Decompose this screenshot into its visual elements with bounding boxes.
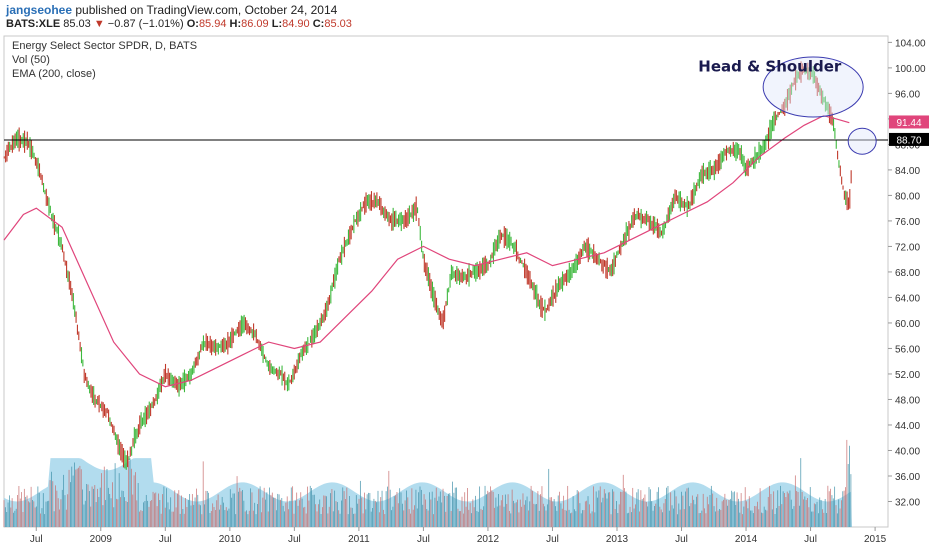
y-tick-label: 36.00 [895, 472, 920, 483]
x-tick-label: 2009 [90, 534, 113, 545]
legend-ema: EMA (200, close) [12, 68, 96, 80]
x-tick-label: 2011 [348, 534, 370, 545]
author-link[interactable]: jangseohee [6, 3, 73, 17]
price-label-box [889, 132, 929, 146]
legend-volume: Vol (50) [12, 54, 50, 66]
header-line-1: jangseohee published on TradingView.com,… [6, 3, 337, 17]
close-value: 85.03 [324, 18, 352, 30]
x-tick-label: 2012 [477, 534, 500, 545]
plot-frame [3, 35, 889, 528]
x-tick-label: Jul [288, 534, 301, 545]
high-value: 86.09 [241, 18, 269, 30]
price-label: 88.70 [896, 135, 921, 146]
x-tick-label: 2010 [219, 534, 242, 545]
last-price: 85.03 [63, 18, 91, 30]
published-text: published on TradingView.com, October 24… [75, 3, 338, 17]
x-tick-label: Jul [30, 534, 43, 545]
high-label: H: [229, 18, 242, 30]
y-tick-label: 76.00 [895, 217, 920, 228]
y-tick-label: 80.00 [895, 191, 920, 202]
y-tick-label: 72.00 [895, 242, 920, 253]
y-tick-label: 60.00 [895, 319, 920, 330]
price-label: 91.44 [896, 118, 921, 129]
legend-title: Energy Select Sector SPDR, D, BATS [12, 40, 198, 52]
price-label-box [889, 115, 929, 129]
change-arrow-icon: ▼ [93, 18, 105, 30]
y-tick-label: 64.00 [895, 293, 920, 304]
x-tick-label: Jul [159, 534, 172, 545]
low-label: L: [271, 18, 283, 30]
close-label: C: [312, 18, 325, 30]
x-tick-label: 2014 [735, 534, 758, 545]
y-tick-label: 32.00 [895, 497, 920, 508]
head-ellipse [762, 56, 864, 118]
y-tick-label: 84.00 [895, 166, 920, 177]
x-tick-label: Jul [804, 534, 817, 545]
ema-line [3, 115, 850, 388]
x-tick-label: 2015 [864, 534, 887, 545]
open-label: O: [186, 18, 199, 30]
y-tick-label: 48.00 [895, 395, 920, 406]
shoulder-ellipse [847, 127, 877, 155]
y-tick-label: 104.00 [895, 38, 926, 49]
y-tick-label: 40.00 [895, 446, 920, 457]
low-value: 84.90 [282, 18, 310, 30]
y-tick-label: 52.00 [895, 370, 920, 381]
annotation-text: Head & Shoulder [698, 58, 842, 76]
y-tick-label: 68.00 [895, 268, 920, 279]
y-tick-label: 44.00 [895, 421, 920, 432]
symbol-label: BATS:XLE [6, 18, 61, 30]
x-tick-label: 2013 [606, 534, 629, 545]
header-line-2: BATS:XLE 85.03 ▼ −0.87 (−1.01%) O:85.94 … [6, 18, 352, 30]
y-tick-label: 96.00 [895, 89, 920, 100]
volume-area [4, 458, 852, 527]
open-value: 85.94 [198, 18, 227, 30]
x-tick-label: Jul [675, 534, 688, 545]
x-tick-label: Jul [546, 534, 559, 545]
y-tick-label: 100.00 [895, 64, 926, 75]
x-tick-label: Jul [417, 534, 430, 545]
change-value: −0.87 (−1.01%) [107, 18, 184, 30]
y-tick-label: 56.00 [895, 344, 920, 355]
